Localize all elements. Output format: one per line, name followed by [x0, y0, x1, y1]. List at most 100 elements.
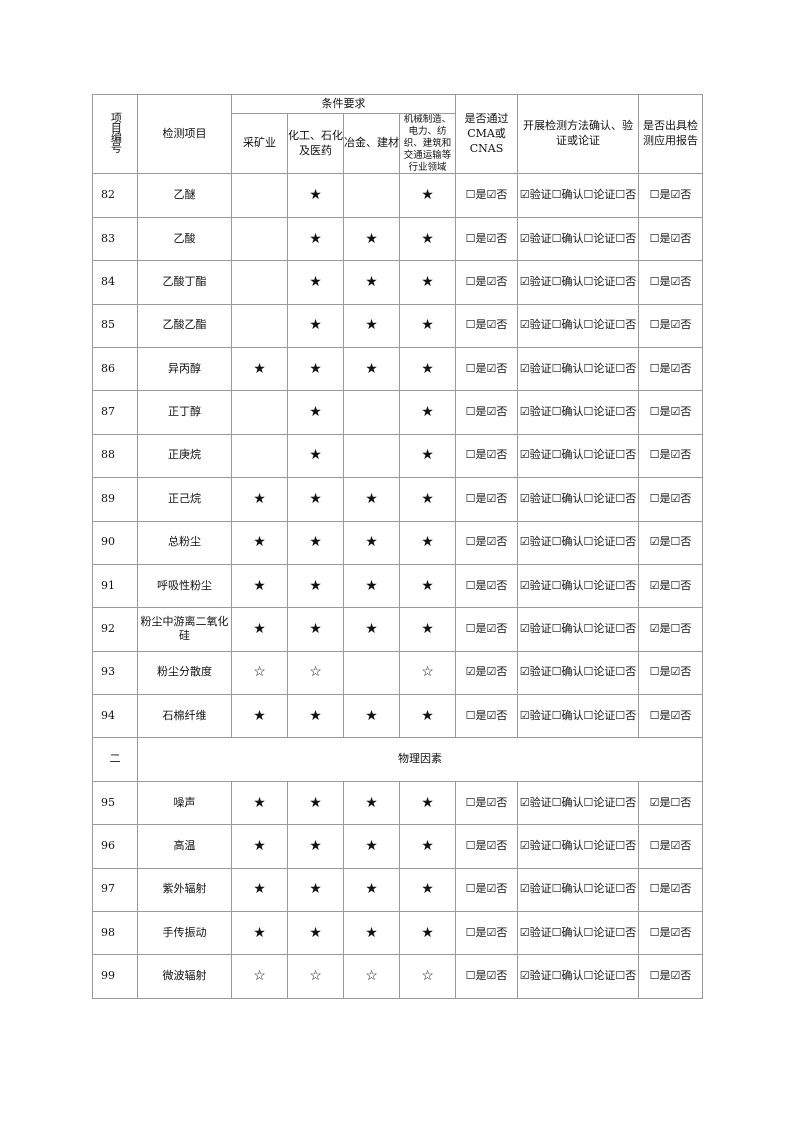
- star-mining: [231, 173, 288, 218]
- item-name: 石棉纤维: [137, 694, 232, 739]
- header-conditions: 条件要求: [231, 94, 456, 114]
- report-checkbox: ☐是☑否: [638, 433, 703, 479]
- star-metallurgy: ★: [343, 694, 400, 739]
- method-checkbox: ☑验证☐确认☐论证☐否: [517, 563, 639, 609]
- star-manufacturing: ★: [399, 867, 456, 913]
- item-name: 正庚烷: [137, 433, 232, 479]
- star-chemical: ★: [287, 520, 344, 565]
- star-metallurgy: ★: [343, 824, 400, 869]
- section-row: 二物理因素: [92, 737, 703, 782]
- header-metallurgy: 冶金、建材: [343, 112, 400, 175]
- table-row: 91 呼吸性粉尘 ★ ★ ★ ★ ☐是☑否 ☑验证☐确认☐论证☐否 ☑是☐否: [92, 563, 703, 609]
- star-mining: ★: [231, 867, 288, 913]
- header-id-label: 项目编号: [109, 111, 123, 152]
- header-method: 开展检测方法确认、验证或论证: [517, 93, 639, 175]
- item-name: 噪声: [137, 780, 232, 826]
- item-name: 乙酸乙酯: [137, 303, 232, 348]
- star-mining: [231, 303, 288, 348]
- table-row: 94 石棉纤维 ★ ★ ★ ★ ☐是☑否 ☑验证☐确认☐论证☐否 ☐是☑否: [92, 694, 703, 739]
- star-chemical: ★: [287, 346, 344, 392]
- table-row: 85 乙酸乙酯 ★ ★ ★ ☐是☑否 ☑验证☐确认☐论证☐否 ☐是☑否: [92, 303, 703, 348]
- item-name: 异丙醇: [137, 346, 232, 392]
- report-checkbox: ☐是☑否: [638, 303, 703, 348]
- star-mining: [231, 433, 288, 479]
- star-chemical: ☆: [287, 954, 344, 999]
- item-name: 正丁醇: [137, 390, 232, 435]
- star-manufacturing: ★: [399, 173, 456, 218]
- item-id: 85: [92, 303, 138, 348]
- item-name: 乙酸: [137, 216, 232, 262]
- table-row: 86 异丙醇 ★ ★ ★ ★ ☐是☑否 ☑验证☐确认☐论证☐否 ☐是☑否: [92, 346, 703, 392]
- cma-checkbox: ☐是☑否: [455, 520, 518, 565]
- item-id: 82: [92, 173, 138, 218]
- star-chemical: ★: [287, 433, 344, 479]
- cma-checkbox: ☐是☑否: [455, 477, 518, 522]
- table-row: 84 乙酸丁酯 ★ ★ ★ ☐是☑否 ☑验证☐确认☐论证☐否 ☐是☑否: [92, 260, 703, 305]
- report-checkbox: ☐是☑否: [638, 477, 703, 522]
- star-chemical: ★: [287, 260, 344, 305]
- header-report: 是否出具检测应用报告: [638, 93, 703, 175]
- cma-checkbox: ☐是☑否: [455, 216, 518, 262]
- cma-checkbox: ☐是☑否: [455, 433, 518, 479]
- item-name: 粉尘中游离二氧化硅: [137, 607, 232, 652]
- star-metallurgy: ★: [343, 867, 400, 913]
- star-metallurgy: ★: [343, 520, 400, 565]
- report-checkbox: ☐是☑否: [638, 390, 703, 435]
- report-checkbox: ☐是☑否: [638, 954, 703, 999]
- table-row: 82 乙醚 ★ ★ ☐是☑否 ☑验证☐确认☐论证☐否 ☐是☑否: [92, 173, 703, 218]
- table-row: 95 噪声 ★ ★ ★ ★ ☐是☑否 ☑验证☐确认☐论证☐否 ☑是☐否: [92, 780, 703, 826]
- table-row: 89 正己烷 ★ ★ ★ ★ ☐是☑否 ☑验证☐确认☐论证☐否 ☐是☑否: [92, 477, 703, 522]
- method-checkbox: ☑验证☐确认☐论证☐否: [517, 650, 639, 696]
- star-chemical: ★: [287, 390, 344, 435]
- cma-checkbox: ☐是☑否: [455, 260, 518, 305]
- star-manufacturing: ★: [399, 520, 456, 565]
- method-checkbox: ☑验证☐确认☐论证☐否: [517, 260, 639, 305]
- star-mining: [231, 390, 288, 435]
- item-name: 高温: [137, 824, 232, 869]
- star-chemical: ★: [287, 824, 344, 869]
- table-row: 97 紫外辐射 ★ ★ ★ ★ ☐是☑否 ☑验证☐确认☐论证☐否 ☐是☑否: [92, 867, 703, 913]
- cma-checkbox: ☐是☑否: [455, 911, 518, 956]
- star-manufacturing: ★: [399, 346, 456, 392]
- star-metallurgy: ★: [343, 477, 400, 522]
- star-mining: [231, 216, 288, 262]
- star-mining: ★: [231, 346, 288, 392]
- star-chemical: ☆: [287, 650, 344, 696]
- star-manufacturing: ☆: [399, 650, 456, 696]
- star-mining: ★: [231, 911, 288, 956]
- item-id: 97: [92, 867, 138, 913]
- cma-checkbox: ☐是☑否: [455, 303, 518, 348]
- cma-checkbox: ☑是☑否: [455, 650, 518, 696]
- star-chemical: ★: [287, 477, 344, 522]
- star-mining: ★: [231, 694, 288, 739]
- star-chemical: ★: [287, 911, 344, 956]
- star-mining: ★: [231, 780, 288, 826]
- header-id: 项目编号: [92, 93, 138, 175]
- section-title: 物理因素: [137, 737, 703, 782]
- item-id: 91: [92, 563, 138, 609]
- star-manufacturing: ★: [399, 216, 456, 262]
- item-name: 正己烷: [137, 477, 232, 522]
- header-chemical: 化工、石化及医药: [287, 112, 344, 175]
- header-cma: 是否通过CMA或CNAS: [455, 93, 518, 175]
- star-manufacturing: ☆: [399, 954, 456, 999]
- star-manufacturing: ★: [399, 694, 456, 739]
- star-manufacturing: ★: [399, 433, 456, 479]
- method-checkbox: ☑验证☐确认☐论证☐否: [517, 780, 639, 826]
- star-chemical: ★: [287, 303, 344, 348]
- star-chemical: ★: [287, 867, 344, 913]
- star-mining: ★: [231, 477, 288, 522]
- table-row: 98 手传振动 ★ ★ ★ ★ ☐是☑否 ☑验证☐确认☐论证☐否 ☐是☑否: [92, 911, 703, 956]
- star-metallurgy: ★: [343, 346, 400, 392]
- star-manufacturing: ★: [399, 911, 456, 956]
- star-chemical: ★: [287, 216, 344, 262]
- method-checkbox: ☑验证☐确认☐论证☐否: [517, 173, 639, 218]
- item-id: 99: [92, 954, 138, 999]
- item-name: 乙醚: [137, 173, 232, 218]
- star-metallurgy: ☆: [343, 954, 400, 999]
- cma-checkbox: ☐是☑否: [455, 694, 518, 739]
- item-id: 96: [92, 824, 138, 869]
- method-checkbox: ☑验证☐确认☐论证☐否: [517, 390, 639, 435]
- table-row: 90 总粉尘 ★ ★ ★ ★ ☐是☑否 ☑验证☐确认☐论证☐否 ☑是☐否: [92, 520, 703, 565]
- star-manufacturing: ★: [399, 477, 456, 522]
